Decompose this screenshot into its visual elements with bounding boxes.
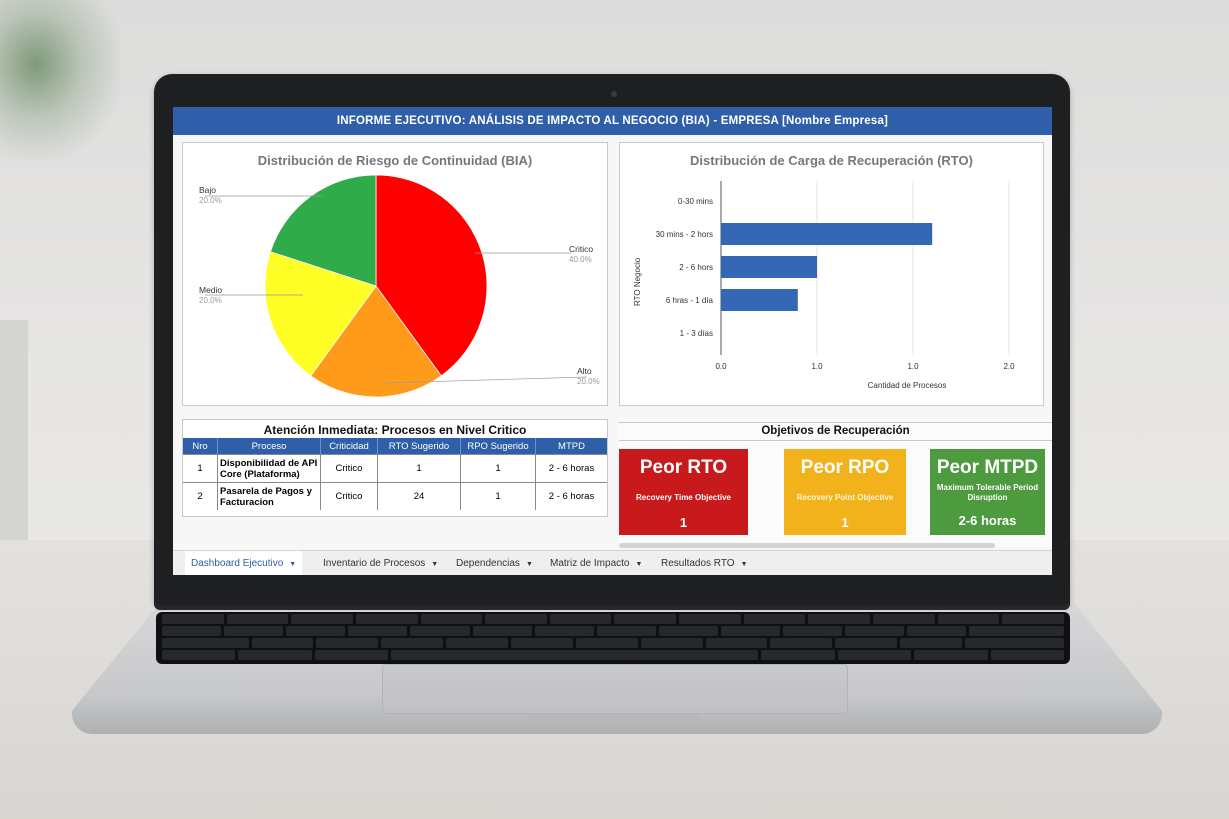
bar-chart-ylabel: RTO Negocio	[633, 257, 642, 306]
pie-chart-svg: Bajo 20.0% Medio 20.0% Critico 40.0% Alt…	[199, 174, 600, 398]
chevron-down-icon: ▼	[431, 561, 439, 568]
tab-label: Inventario de Procesos	[323, 558, 426, 569]
tab-label: Matriz de Impacto	[550, 558, 630, 569]
cell-rto: 1	[377, 454, 461, 483]
worst-rpo-title: Peor RPO	[800, 457, 890, 478]
bar-chart-svg: RTO Negocio Cantidad de Procesos 0.0 1.0 1…	[633, 181, 1015, 390]
col-mtpd[interactable]: MTPD	[535, 438, 607, 455]
bar-chart-title: Distribución de Carga de Recuperación (R…	[690, 153, 973, 168]
bar-chart-xlabel: Cantidad de Procesos	[868, 381, 947, 390]
chevron-down-icon: ▼	[525, 561, 533, 568]
col-proceso[interactable]: Proceso	[217, 438, 321, 455]
table-row[interactable]: 1 Disponibilidad de API Core (Plataforma…	[183, 454, 607, 483]
y-tick-label: 0-30 mins	[678, 197, 713, 206]
laptop-keyboard	[156, 612, 1070, 664]
pie-slice-critico[interactable]	[375, 174, 488, 377]
rto-load-chart: Distribución de Carga de Recuperación (R…	[619, 142, 1044, 406]
cell-mtpd: 2 - 6 horas	[535, 482, 607, 510]
screen: INFORME EJECUTIVO: ANÁLISIS DE IMPACTO A…	[173, 107, 1052, 575]
worst-rpo-subtitle: Recovery Point Objective	[796, 493, 894, 502]
tab-dashboard-ejecutivo[interactable]: Dashboard Ejecutivo ▼	[185, 551, 303, 575]
tab-dependencias[interactable]: Dependencias ▼	[450, 551, 539, 575]
laptop-lip	[528, 714, 700, 724]
x-tick-label: 2.0	[1003, 362, 1015, 371]
critical-table-title: Atención Inmediata: Procesos en Nivel Cr…	[263, 423, 527, 437]
worst-mtpd-card: Peor MTPD Maximum Tolerable Period Disru…	[930, 449, 1045, 535]
pie-slice-medio[interactable]	[264, 251, 377, 377]
legend-pct-bajo: 20.0%	[199, 196, 222, 205]
cell-mtpd: 2 - 6 horas	[535, 454, 607, 483]
tab-label: Dashboard Ejecutivo	[191, 558, 284, 569]
chevron-down-icon: ▼	[289, 561, 297, 568]
bar-3[interactable]	[721, 289, 798, 311]
worst-rpo-value: 1	[841, 515, 849, 530]
worst-rto-card: Peor RTO Recovery Time Objective 1	[619, 449, 748, 535]
col-rpo[interactable]: RPO Sugerido	[460, 438, 536, 455]
worst-mtpd-subtitle: Maximum Tolerable Period Disruption	[936, 483, 1039, 502]
y-tick-label: 6 hras - 1 día	[666, 296, 714, 305]
pie-slice-alto[interactable]	[310, 285, 442, 398]
pie-chart-title: Distribución de Riesgo de Continuidad (B…	[257, 153, 533, 168]
col-criticidad[interactable]: Criticidad	[320, 438, 378, 455]
horizontal-scrollbar[interactable]	[619, 543, 995, 548]
y-tick-label: 1 - 3 días	[680, 329, 713, 338]
chevron-down-icon: ▼	[635, 561, 643, 568]
worst-rto-subtitle: Recovery Time Objective	[635, 493, 731, 502]
cell-criticidad: Critico	[320, 482, 378, 510]
laptop-hinge	[154, 600, 1070, 610]
cell-proceso: Disponibilidad de API Core (Plataforma)	[217, 454, 321, 483]
legend-label-medio: Medio	[199, 285, 222, 295]
y-tick-label: 2 - 6 hors	[679, 263, 713, 272]
laptop-trackpad	[382, 664, 848, 714]
legend-pct-medio: 20.0%	[199, 296, 222, 305]
worst-mtpd-title: Peor MTPD	[936, 457, 1039, 478]
tab-inventario-de-procesos[interactable]: Inventario de Procesos ▼	[317, 551, 444, 575]
critical-processes-table: Nro Proceso Criticidad RTO Sugerido RPO …	[183, 438, 607, 510]
cell-nro: 2	[183, 482, 218, 510]
cell-rto: 24	[377, 482, 461, 510]
col-nro[interactable]: Nro	[183, 438, 218, 455]
cell-criticidad: Critico	[320, 454, 378, 483]
webcam	[611, 91, 617, 97]
tab-matriz-de-impacto[interactable]: Matriz de Impacto ▼	[544, 551, 648, 575]
sheet-tabs: Dashboard Ejecutivo ▼ Inventario de Proce…	[173, 550, 1052, 575]
legend-label-alto: Alto	[577, 366, 592, 376]
cell-proceso: Pasarela de Pagos y Facturacion	[217, 482, 321, 510]
worst-rto-value: 1	[679, 515, 688, 530]
col-rto[interactable]: RTO Sugerido	[377, 438, 461, 455]
x-tick-label: 0.0	[715, 362, 727, 371]
objectives-title: Objetivos de Recuperación	[619, 422, 1052, 441]
x-tick-label: 1.0	[811, 362, 823, 371]
worst-rto-title: Peor RTO	[639, 457, 728, 478]
report-title: INFORME EJECUTIVO: ANÁLISIS DE IMPACTO A…	[173, 107, 1052, 135]
legend-pct-alto: 20.0%	[577, 377, 600, 386]
chevron-down-icon: ▼	[740, 561, 748, 568]
tab-label: Resultados RTO	[661, 558, 735, 569]
risk-distribution-chart: Distribución de Riesgo de Continuidad (B…	[182, 142, 608, 406]
tab-resultados-rto[interactable]: Resultados RTO ▼	[655, 551, 754, 575]
bar-2[interactable]	[721, 256, 817, 278]
legend-pct-critico: 40.0%	[569, 255, 592, 264]
legend-label-bajo: Bajo	[199, 185, 216, 195]
background-plant	[0, 0, 120, 160]
recovery-objectives-panel: Objetivos de Recuperación Peor RTO Recov…	[619, 419, 1052, 547]
critical-processes-panel: Atención Inmediata: Procesos en Nivel Cr…	[182, 419, 608, 517]
background-shelf	[0, 320, 28, 540]
cell-rpo: 1	[460, 482, 536, 510]
bar-1[interactable]	[721, 223, 933, 245]
worst-mtpd-value: 2-6 horas	[958, 513, 1017, 528]
y-tick-label: 30 mins - 2 hors	[656, 230, 713, 239]
worst-rpo-card: Peor RPO Recovery Point Objective 1	[784, 449, 906, 535]
cell-nro: 1	[183, 454, 218, 483]
table-row[interactable]: 2 Pasarela de Pagos y Facturacion Critic…	[183, 482, 607, 510]
tab-label: Dependencias	[456, 558, 520, 569]
legend-label-critico: Critico	[569, 244, 593, 254]
cell-rpo: 1	[460, 454, 536, 483]
x-tick-label: 1.0	[907, 362, 919, 371]
